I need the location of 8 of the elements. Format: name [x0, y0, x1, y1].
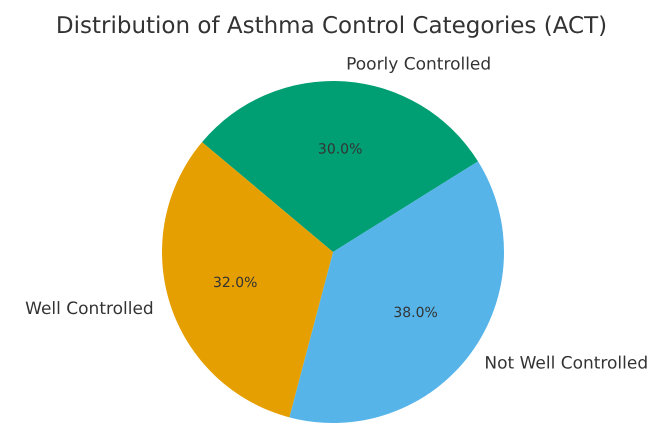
slice-label: Poorly Controlled: [346, 54, 492, 74]
data-label: 38.0%: [393, 304, 438, 321]
data-label: 30.0%: [318, 142, 362, 158]
slice-label: Well Controlled: [25, 298, 154, 319]
data-label: 32.0%: [212, 275, 258, 292]
slice-label: Not Well Controlled: [484, 354, 648, 374]
chart-title: Distribution of Asthma Control Categories (ACT): [56, 13, 608, 39]
pie-slice: [202, 81, 478, 252]
